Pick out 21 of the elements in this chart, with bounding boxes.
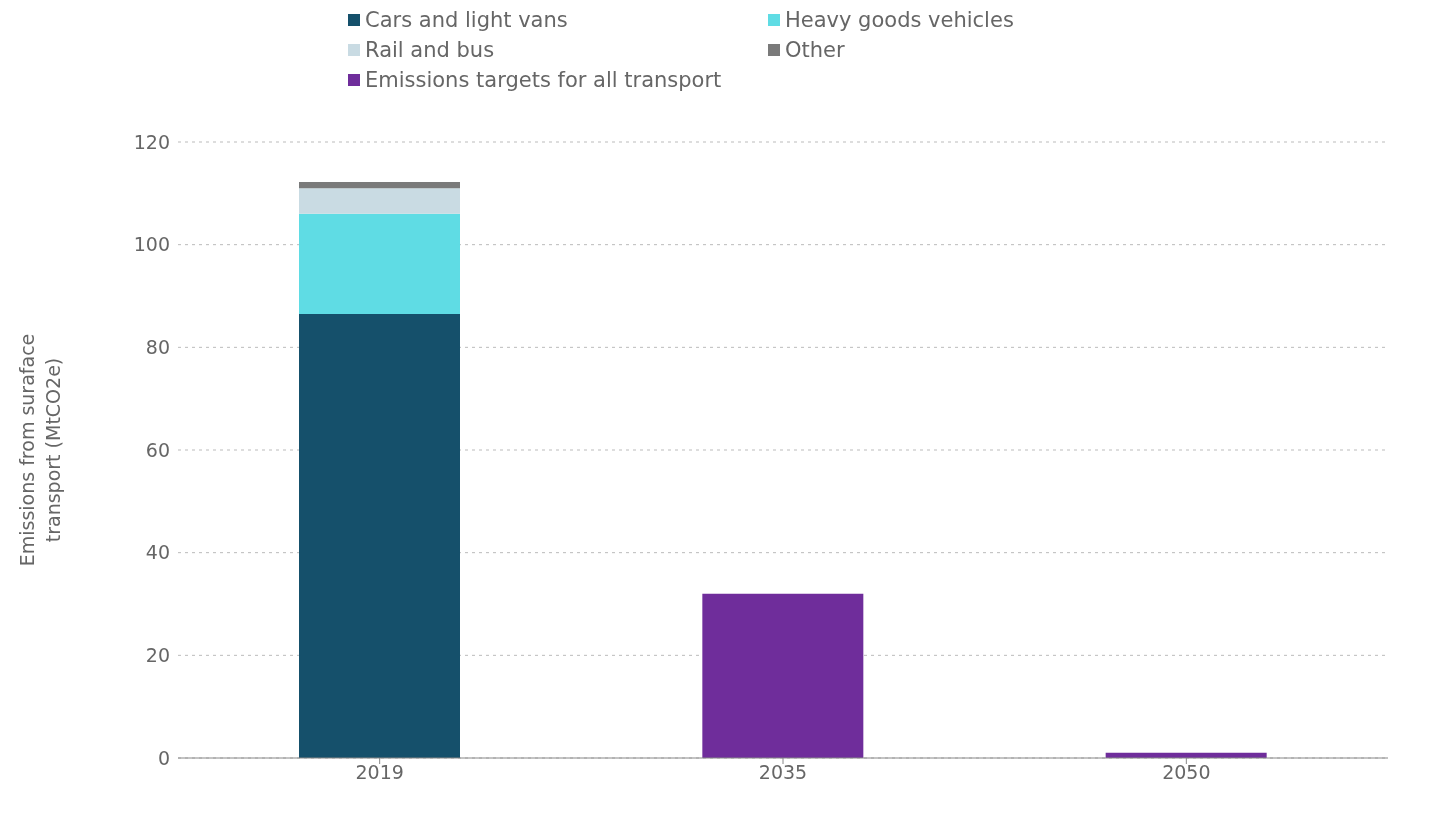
y-tick-label: 60 (145, 438, 170, 461)
y-tick-label: 80 (145, 336, 170, 359)
x-tick-label: 2019 (355, 761, 404, 784)
bar (299, 213, 460, 314)
legend-label: Rail and bus (365, 38, 495, 62)
legend-label: Heavy goods vehicles (785, 8, 1014, 32)
bar (299, 188, 460, 214)
y-tick-label: 20 (145, 644, 170, 667)
x-tick-label: 2050 (1162, 761, 1211, 784)
bar (702, 593, 864, 758)
legend-label: Emissions targets for all transport (365, 68, 722, 92)
x-tick-label: 2035 (758, 761, 808, 784)
bar (299, 182, 460, 189)
y-axis-title: Emissions from suraface transport (MtCO2e) (16, 333, 64, 567)
y-tick-label: 0 (157, 746, 170, 769)
bar (299, 313, 460, 758)
y-tick-label: 120 (133, 130, 170, 153)
legend-label: Other (785, 38, 845, 62)
y-tick-label: 100 (133, 233, 170, 256)
legend-label: Cars and light vans (365, 8, 568, 32)
y-tick-label: 40 (145, 541, 170, 564)
